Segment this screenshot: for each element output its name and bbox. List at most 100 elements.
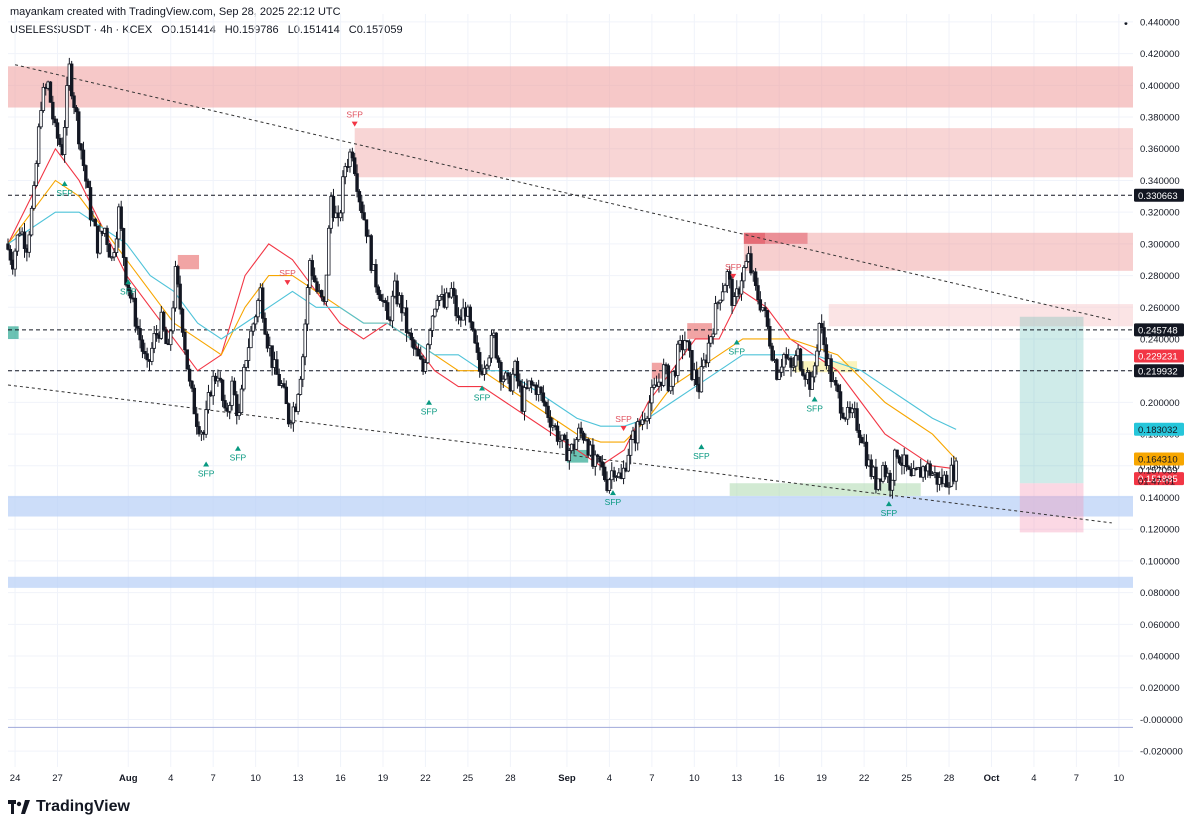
sfp-down-icon [620, 425, 627, 431]
candle-body [256, 300, 260, 318]
candle-body [119, 206, 123, 229]
candle-body [565, 439, 569, 462]
candle-body [286, 403, 291, 425]
countdown-label: 01:47:01 [1138, 476, 1175, 487]
candle-body [114, 238, 119, 253]
candle-body [124, 257, 128, 286]
candle-body [324, 274, 329, 302]
candle-body [789, 357, 793, 368]
candle-body [598, 456, 602, 463]
sfp-label: SFP [198, 469, 215, 479]
candle-body [855, 408, 859, 431]
price-tag [1134, 349, 1184, 363]
candle-body [511, 373, 515, 392]
zone-box [765, 232, 808, 244]
tradingview-logo-icon [8, 800, 30, 814]
x-tick-label: 22 [420, 773, 431, 784]
chart-zones [8, 66, 1133, 588]
candle-body [468, 306, 472, 323]
candle-body [315, 281, 319, 292]
candle-body [218, 377, 222, 381]
tradingview-brand[interactable]: TradingView [8, 798, 130, 816]
candle-body [39, 110, 43, 128]
candle-body [874, 466, 878, 490]
more-dots-icon[interactable]: • [1124, 18, 1128, 30]
candle-body [305, 287, 310, 325]
candle-body [742, 267, 746, 282]
candle-body [152, 333, 156, 349]
candle-body [18, 233, 22, 236]
candle-body [237, 412, 241, 417]
candle-body [791, 365, 796, 368]
y-tick-label: 0.400000 [1140, 81, 1180, 92]
candle-body [362, 212, 366, 221]
candle-body [765, 310, 770, 327]
candle-body [770, 345, 774, 361]
price-tag-label: 0.219932 [1138, 366, 1178, 377]
sfp-up-icon [234, 445, 241, 451]
sfp-label: SFP [693, 451, 710, 461]
candle-body [277, 374, 281, 386]
candle-body [834, 379, 838, 386]
candle-body [107, 244, 112, 258]
y-tick-label: 0.120000 [1140, 525, 1180, 536]
y-tick-label: 0.320000 [1140, 208, 1180, 219]
y-tick-label: 0.300000 [1140, 239, 1180, 250]
candle-body [270, 345, 274, 368]
candle-body [444, 292, 449, 308]
candle-body [593, 454, 597, 467]
candle-body [303, 323, 307, 358]
zone-box [1019, 316, 1084, 484]
candle-body [352, 157, 357, 175]
candle-body [298, 378, 303, 395]
sfp-down-icon [284, 280, 291, 286]
candle-body [242, 366, 246, 390]
x-tick-label: 25 [901, 773, 912, 784]
price-tag [1134, 452, 1184, 466]
candle-body [895, 449, 899, 458]
candle-body [911, 468, 916, 477]
price-tag [1134, 422, 1184, 436]
candle-body [154, 333, 159, 336]
candle-body [621, 467, 626, 479]
candle-body [709, 336, 713, 344]
candle-body [595, 454, 600, 457]
price-tag [1134, 364, 1184, 378]
candle-body [636, 421, 640, 444]
candle-body [706, 342, 711, 364]
sfp-label: SFP [120, 286, 137, 296]
candle-body [419, 355, 423, 360]
y-tick-label: 0.420000 [1140, 49, 1180, 60]
price-tag-label: 0.151885 [1138, 474, 1178, 485]
candle-body [857, 430, 862, 438]
candle-body [739, 280, 744, 295]
x-tick-label: 10 [250, 773, 261, 784]
candle-body [876, 478, 880, 490]
candle-body [494, 332, 498, 359]
candle-body [567, 450, 572, 462]
candle-body [930, 473, 935, 476]
candle-body [220, 379, 225, 401]
candle-body [161, 311, 166, 331]
x-tick-label: 28 [505, 773, 516, 784]
candle-body [185, 349, 189, 370]
y-tick-label: 0.020000 [1140, 683, 1180, 694]
candle-body [529, 380, 534, 386]
candle-body [860, 437, 864, 444]
candle-body [435, 300, 439, 310]
candle-body [499, 361, 503, 383]
candle-body [32, 185, 36, 209]
candle-body [227, 405, 232, 412]
candle-body [822, 327, 826, 346]
candle-body [15, 234, 20, 252]
candle-body [727, 271, 732, 280]
ohlc-close: C0.157059 [348, 24, 403, 36]
candle-body [62, 127, 67, 155]
symbol-name[interactable]: USELESSUSDT · 4h · KCEX [10, 24, 153, 36]
candle-body [169, 330, 173, 346]
x-tick-label: 4 [607, 773, 612, 784]
candle-body [244, 360, 248, 368]
candle-body [253, 316, 258, 325]
candle-body [343, 166, 347, 178]
